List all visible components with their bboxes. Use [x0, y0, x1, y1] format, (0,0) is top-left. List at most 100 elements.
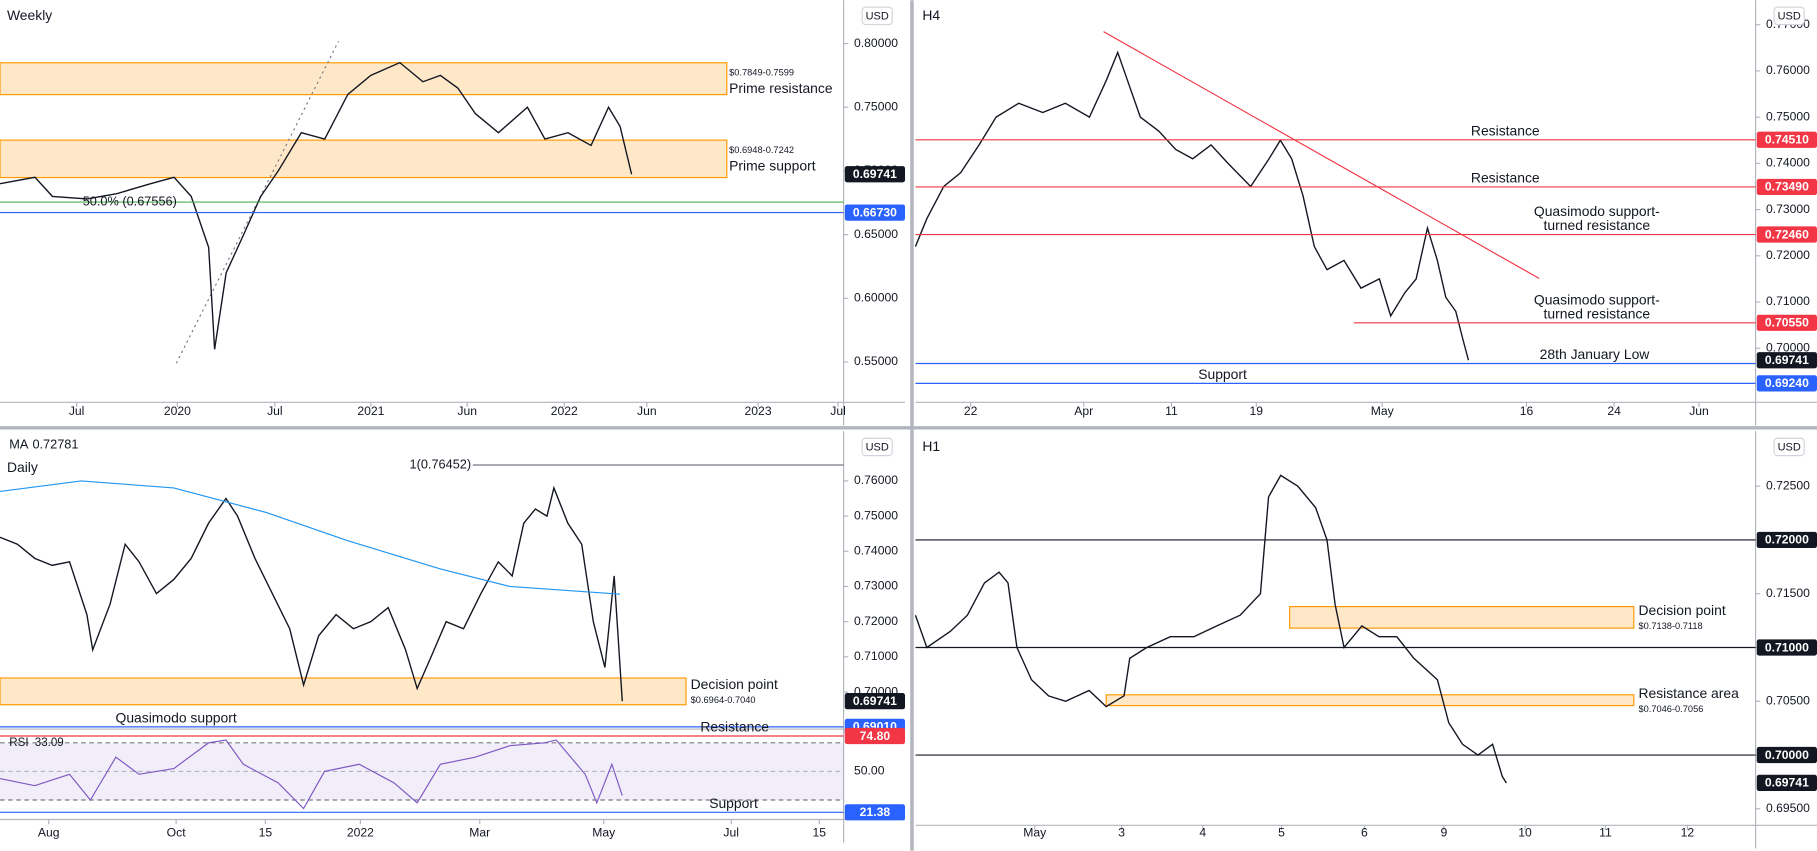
price-tag [844, 166, 906, 183]
price-tag [844, 204, 906, 221]
y-tick-label: 0.76000 [854, 473, 898, 487]
annotation: 28th January Low [1540, 346, 1651, 362]
zone-range-label: $0.6948-0.7242 [729, 145, 794, 155]
price-tag [844, 693, 906, 710]
x-tick-label: 16 [1520, 404, 1534, 418]
y-tick-label: 0.73000 [854, 579, 898, 593]
y-tick-label: 0.76000 [1766, 63, 1810, 77]
y-tick-label: 0.55000 [854, 354, 898, 368]
annotation: turned resistance [1544, 305, 1651, 321]
price-tag-label: 0.73490 [1765, 180, 1809, 194]
price-tag-label: 74.80 [860, 729, 891, 743]
zone-range-label: $0.6964-0.7040 [691, 695, 756, 705]
y-tick-label: 0.74000 [854, 544, 898, 558]
price-tag [1756, 131, 1817, 148]
y-tick-label: 0.73000 [1766, 202, 1810, 216]
price-tag [1756, 314, 1817, 331]
trendline [1103, 31, 1540, 279]
price-tag-label: 0.69741 [1765, 353, 1809, 367]
price-tag [1756, 746, 1817, 764]
y-tick-label: 0.75000 [854, 508, 898, 522]
x-tick-label: Jul [69, 404, 85, 418]
x-tick-label: 24 [1607, 404, 1621, 418]
zone-range-label: $0.7046-0.7056 [1638, 704, 1703, 714]
price-line [0, 61, 633, 350]
price-tag-label: 21.38 [860, 805, 891, 819]
chart-title: Daily [7, 459, 38, 475]
currency-badge [861, 6, 893, 26]
zone-label: Decision point [1638, 602, 1725, 618]
y-tick-label: 0.65000 [854, 227, 898, 241]
annotation: Quasimodo support- [1534, 203, 1660, 219]
zone-range-label: $0.7849-0.7599 [729, 68, 794, 78]
x-tick-label: 15 [813, 826, 827, 840]
price-tag-label: 0.69741 [853, 694, 897, 708]
price-tag-label: 0.72000 [1765, 533, 1809, 547]
price-tag-label: 0.70000 [1765, 748, 1809, 762]
y-tick-label: 0.80000 [854, 36, 898, 50]
x-tick-label: Jun [457, 404, 477, 418]
x-tick-label: 5 [1278, 826, 1285, 840]
currency-label: USD [1778, 441, 1801, 453]
price-tag-label: 0.72460 [1765, 227, 1809, 241]
price-tag [1756, 639, 1817, 656]
rsi-line [0, 739, 623, 810]
y-tick-label: 0.71000 [1766, 294, 1810, 308]
zone [0, 677, 687, 706]
price-tag-label: 0.69741 [853, 167, 897, 181]
x-tick-label: 2022 [347, 826, 374, 840]
price-tag [844, 804, 906, 821]
x-tick-label: Jul [267, 404, 283, 418]
price-tag [844, 727, 906, 745]
x-tick-label: Apr [1074, 404, 1093, 418]
x-tick-label: 11 [1599, 826, 1612, 840]
x-tick-label: May [1023, 826, 1047, 840]
annotation: Resistance [1471, 169, 1540, 185]
rsi-legend-value: 33.09 [35, 737, 64, 749]
y-tick-label: 0.74000 [1766, 156, 1810, 170]
x-tick-label: 6 [1361, 826, 1368, 840]
x-tick-label: 12 [1681, 826, 1695, 840]
currency-badge [861, 437, 893, 457]
y-tick-label: 0.75000 [854, 99, 898, 113]
zone [0, 139, 728, 179]
y-tick-label: 0.75000 [1766, 109, 1810, 123]
zone-label: Prime support [729, 157, 816, 173]
annotation: turned resistance [1544, 217, 1651, 233]
x-tick-label: 2023 [745, 404, 772, 418]
y-tick-label: 50.00 [854, 764, 885, 778]
annotation: Resistance [700, 719, 769, 735]
price-line [914, 50, 1470, 361]
x-tick-label: Jun [637, 404, 657, 418]
price-tag [1756, 226, 1817, 243]
x-tick-label: 19 [1250, 404, 1264, 418]
y-tick-label: 0.71500 [1766, 586, 1810, 600]
legend-name: MA [9, 437, 29, 452]
annotation: 1(0.76452) [410, 456, 472, 471]
x-tick-label: Jun [1689, 404, 1709, 418]
chart-title: Weekly [7, 7, 52, 23]
chart-title: H4 [922, 7, 940, 23]
y-tick-label: 0.72000 [1766, 248, 1810, 262]
legend-value: 0.72781 [32, 437, 78, 452]
annotation: Quasimodo support- [1534, 291, 1660, 307]
annotation: 50.0% (0.67556) [83, 193, 177, 208]
price-tag-label: 0.69741 [1765, 776, 1809, 790]
y-tick-label: 0.71000 [854, 649, 898, 663]
price-tag-label: 0.66730 [853, 205, 897, 219]
x-tick-label: Mar [469, 826, 490, 840]
annotation: Resistance [1471, 122, 1540, 138]
x-tick-label: 10 [1518, 826, 1532, 840]
zone [1289, 606, 1635, 629]
zone-range-label: $0.7138-0.7118 [1638, 621, 1702, 631]
price-line [0, 485, 623, 702]
x-tick-label: Oct [167, 826, 187, 840]
zone-label: Decision point [691, 676, 778, 692]
y-tick-label: 0.70000 [1766, 340, 1810, 354]
currency-label: USD [866, 10, 889, 22]
currency-badge [1773, 437, 1805, 457]
annotation: Support [709, 795, 758, 811]
currency-label: USD [1778, 10, 1801, 22]
x-tick-label: Aug [38, 826, 60, 840]
